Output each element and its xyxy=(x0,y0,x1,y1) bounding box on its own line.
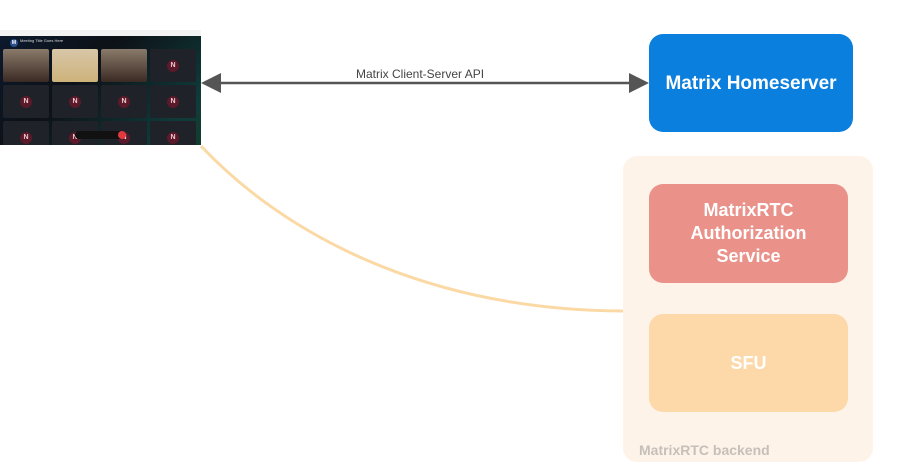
avatar-tile: N xyxy=(3,121,49,145)
video-tile xyxy=(52,49,98,82)
avatar: N xyxy=(69,95,81,108)
call-controls xyxy=(75,131,125,139)
backend-label: MatrixRTC backend xyxy=(639,442,770,458)
hangup-icon xyxy=(118,131,126,139)
homeserver-label: Matrix Homeserver xyxy=(665,72,837,94)
matrix-homeserver: Matrix Homeserver xyxy=(649,34,853,132)
avatar: N xyxy=(167,59,179,72)
room-avatar: M xyxy=(10,39,18,47)
avatar: N xyxy=(118,95,130,108)
video-tile xyxy=(3,49,49,82)
avatar: N xyxy=(20,131,32,144)
avatar-tile: N xyxy=(3,85,49,118)
auth-label-line: Authorization xyxy=(690,223,807,243)
matrixrtc-authorization-service: MatrixRTC Authorization Service xyxy=(649,184,848,283)
element-call-screenshot: M Meeting Title Goes Here N N N N N N N … xyxy=(0,30,201,145)
avatar: N xyxy=(167,131,179,144)
avatar-tile: N xyxy=(101,85,147,118)
sfu: SFU xyxy=(649,314,848,412)
client-server-api-label: Matrix Client-Server API xyxy=(356,67,485,81)
browser-toolbar xyxy=(0,30,201,36)
sfu-label: SFU xyxy=(730,352,767,373)
client-backend-link xyxy=(199,144,624,313)
meeting-title: Meeting Title Goes Here xyxy=(20,38,64,43)
avatar: N xyxy=(20,95,32,108)
auth-label-line: Service xyxy=(716,246,781,266)
video-tile xyxy=(101,49,147,82)
avatar-tile: N xyxy=(150,49,196,82)
avatar-tile: N xyxy=(150,85,196,118)
auth-label-line: MatrixRTC xyxy=(703,200,794,220)
avatar: N xyxy=(167,95,179,108)
avatar-tile: N xyxy=(150,121,196,145)
avatar-tile: N xyxy=(52,85,98,118)
